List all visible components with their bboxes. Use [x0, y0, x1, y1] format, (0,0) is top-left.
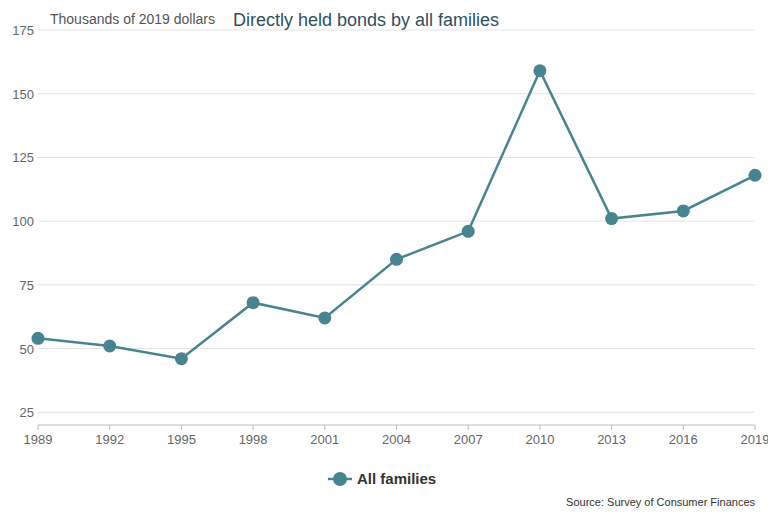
x-tick: [396, 425, 397, 430]
legend: All families: [328, 470, 436, 487]
series-marker: [749, 169, 762, 182]
x-tick-label: 2016: [669, 432, 698, 447]
chart-container: 25 50 75 100 125 150 175 1989 1992 1995 1998 2001 20…: [0, 0, 768, 512]
y-tick-label: 100: [12, 214, 34, 229]
series-line: [38, 71, 755, 359]
x-tick: [683, 425, 684, 430]
x-tick: [324, 425, 325, 430]
y-tick-label: 75: [20, 278, 34, 293]
x-tick: [755, 425, 756, 430]
y-tick-label: 50: [20, 342, 34, 357]
x-tick: [181, 425, 182, 430]
series-marker: [247, 296, 260, 309]
series-marker: [533, 64, 546, 77]
grid-line: [38, 348, 755, 349]
series-marker: [390, 253, 403, 266]
x-tick-label: 2004: [382, 432, 411, 447]
x-tick: [109, 425, 110, 430]
x-tick-label: 1998: [239, 432, 268, 447]
chart-svg: 25 50 75 100 125 150 175 1989 1992 1995 1998 2001 20…: [0, 0, 768, 512]
y-tick-label: 125: [12, 150, 34, 165]
series-marker: [605, 212, 618, 225]
series-marker: [175, 352, 188, 365]
x-tick-label: 1989: [24, 432, 53, 447]
source-note: Source: Survey of Consumer Finances: [566, 496, 755, 508]
x-tick: [38, 425, 39, 430]
grid-line: [38, 284, 755, 285]
plot-area: [32, 64, 762, 365]
x-tick: [611, 425, 612, 430]
grid-line: [38, 412, 755, 413]
grid-line: [38, 157, 755, 158]
x-tick-label: 2019: [741, 432, 768, 447]
legend-marker: [333, 472, 347, 486]
grid-line: [38, 221, 755, 222]
x-tick: [539, 425, 540, 430]
x-tick-label: 2001: [310, 432, 339, 447]
series-marker: [677, 204, 690, 217]
y-tick-label: 25: [20, 405, 34, 420]
x-tick: [253, 425, 254, 430]
y-tick-label: 175: [12, 23, 34, 38]
y-axis-label: Thousands of 2019 dollars: [50, 11, 215, 27]
x-tick-label: 2010: [525, 432, 554, 447]
x-tick-label: 2007: [454, 432, 483, 447]
chart-title: Directly held bonds by all families: [233, 10, 499, 30]
x-tick: [468, 425, 469, 430]
grid-line: [38, 93, 755, 94]
series-marker: [103, 340, 116, 353]
x-tick-label: 1992: [95, 432, 124, 447]
x-tick-label: 1995: [167, 432, 196, 447]
x-tick-label: 2013: [597, 432, 626, 447]
legend-label: All families: [357, 470, 436, 487]
series-marker: [318, 311, 331, 324]
y-tick-label: 150: [12, 87, 34, 102]
series-marker: [462, 225, 475, 238]
series-marker: [32, 332, 45, 345]
